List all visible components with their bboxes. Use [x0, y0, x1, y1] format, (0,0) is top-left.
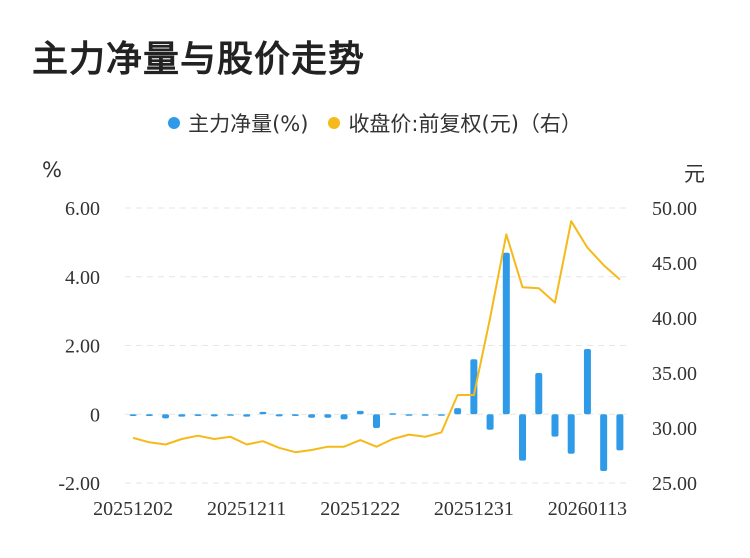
x-tick-label: 20251211 — [207, 498, 286, 520]
y-left-tick-label: 2.00 — [65, 336, 100, 358]
y-left-tick-label: 0 — [90, 404, 100, 426]
net-volume-bar — [129, 414, 137, 416]
net-volume-bar — [535, 373, 543, 415]
net-volume-bar — [405, 414, 413, 416]
legend-item-price[interactable]: 收盘价:前复权(元)（右） — [328, 108, 582, 138]
net-volume-bar — [373, 414, 380, 428]
net-volume-bar — [600, 414, 608, 471]
net-volume-bar — [308, 414, 316, 418]
net-volume-bar — [502, 252, 510, 415]
net-volume-bar — [551, 414, 559, 437]
legend-net-marker-icon — [168, 117, 181, 129]
net-volume-bar — [437, 414, 445, 416]
legend-item-net[interactable]: 主力净量(%) — [168, 108, 308, 138]
legend-price-marker-icon — [328, 117, 341, 129]
net-volume-bar — [259, 411, 267, 415]
y-left-tick-label: 4.00 — [65, 267, 100, 289]
y-left-tick-label: 6.00 — [65, 198, 100, 220]
net-volume-bar — [421, 414, 429, 416]
net-volume-bar — [275, 414, 283, 417]
y-right-tick-label: 25.00 — [652, 473, 697, 495]
net-volume-bar — [389, 413, 397, 415]
x-tick-label: 20251202 — [93, 498, 173, 520]
net-volume-bar — [454, 408, 462, 415]
right-axis-unit: 元 — [684, 162, 705, 186]
x-tick-label: 20260113 — [548, 498, 627, 520]
net-volume-bar — [567, 414, 575, 454]
net-volume-bar — [324, 414, 332, 418]
x-tick-label: 20251222 — [320, 498, 400, 520]
chart-title: 主力净量与股价走势 — [32, 39, 366, 80]
net-volume-bar — [210, 414, 218, 417]
net-volume-bar — [226, 414, 234, 416]
net-volume-bar — [486, 414, 494, 430]
x-tick-label: 20251231 — [434, 498, 514, 520]
y-right-tick-label: 50.00 — [652, 198, 697, 220]
net-volume-bar — [291, 414, 299, 416]
net-volume-bar — [519, 414, 527, 461]
y-left-tick-label: -2.00 — [58, 473, 100, 495]
legend-price-label: 收盘价:前复权(元)（右） — [348, 112, 582, 136]
net-volume-bar — [356, 410, 364, 415]
y-right-tick-label: 40.00 — [652, 308, 697, 330]
chart-legend: 主力净量(%) 收盘价:前复权(元)（右） — [0, 108, 750, 138]
net-volume-bar — [616, 414, 624, 451]
net-volume-bar — [243, 414, 251, 417]
net-volume-bar — [178, 414, 186, 417]
net-volume-bar — [145, 414, 153, 416]
y-right-tick-label: 45.00 — [652, 253, 697, 275]
y-right-tick-label: 30.00 — [652, 418, 697, 440]
left-axis-unit: % — [42, 158, 62, 182]
net-volume-bar — [340, 414, 348, 420]
net-volume-bar — [194, 414, 202, 416]
price-line — [132, 220, 621, 454]
net-volume-bar — [162, 414, 170, 419]
y-right-tick-label: 35.00 — [652, 363, 697, 385]
net-volume-bar — [470, 359, 478, 415]
net-volume-bar — [583, 348, 591, 415]
legend-net-label: 主力净量(%) — [188, 112, 309, 136]
